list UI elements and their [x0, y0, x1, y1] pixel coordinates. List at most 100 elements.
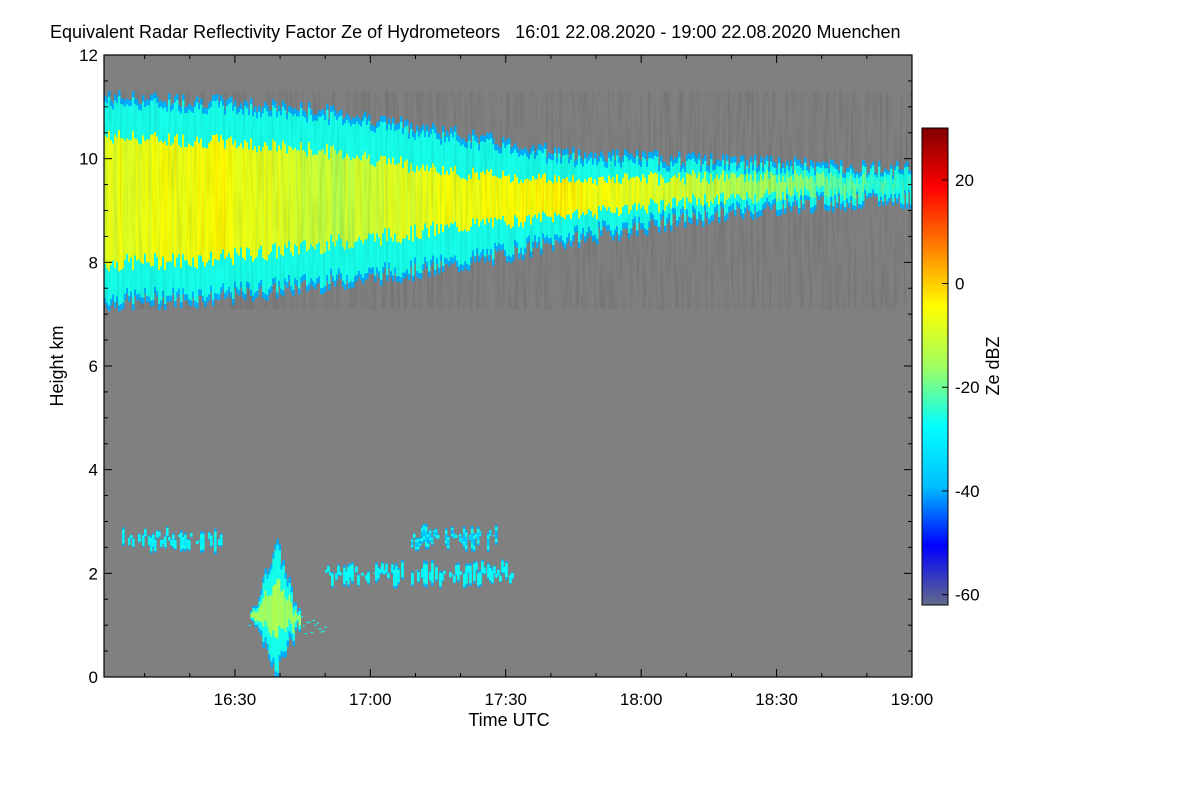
- reflectivity-cell: [268, 595, 271, 633]
- reflectivity-cell: [284, 598, 287, 632]
- reflectivity-cell: [208, 534, 211, 538]
- reflectivity-cell: [464, 536, 468, 546]
- reflectivity-cell: [214, 536, 217, 547]
- reflectivity-cell: [174, 542, 177, 547]
- reflectivity-cell: [492, 535, 496, 537]
- reflectivity-texture: [104, 91, 912, 309]
- reflectivity-cell: [487, 567, 490, 575]
- reflectivity-cell: [345, 573, 348, 579]
- reflectivity-cell: [411, 575, 414, 582]
- colorbar-tick-label: 0: [955, 275, 964, 294]
- reflectivity-cell: [499, 576, 502, 580]
- reflectivity-cell: [282, 589, 285, 629]
- reflectivity-cell: [491, 573, 494, 580]
- colorbar-tick-label: -40: [955, 482, 980, 501]
- reflectivity-cell: [300, 616, 303, 618]
- reflectivity-cell: [494, 530, 498, 539]
- reflectivity-cell: [316, 622, 319, 624]
- reflectivity-cell: [198, 540, 201, 542]
- reflectivity-cell: [488, 531, 492, 535]
- reflectivity-cell: [467, 566, 470, 571]
- reflectivity-cell: [162, 540, 165, 543]
- reflectivity-cell: [357, 577, 360, 583]
- reflectivity-cell: [481, 564, 484, 570]
- y-tick-label: 0: [89, 668, 98, 687]
- reflectivity-cell: [443, 570, 446, 574]
- reflectivity-cell: [130, 535, 133, 539]
- reflectivity-cell: [436, 534, 440, 539]
- reflectivity-cell: [375, 568, 378, 577]
- colorbar-label: Ze dBZ: [983, 336, 1003, 395]
- reflectivity-cell: [278, 579, 281, 627]
- reflectivity-cell: [426, 537, 430, 544]
- reflectivity-cell: [473, 567, 476, 577]
- reflectivity-cell: [327, 567, 330, 571]
- reflectivity-cell: [497, 571, 500, 575]
- reflectivity-cell: [312, 619, 315, 621]
- reflectivity-cell: [347, 571, 350, 581]
- reflectivity-cell: [465, 570, 468, 580]
- reflectivity-cell: [432, 532, 436, 535]
- reflectivity-cell: [132, 540, 135, 545]
- reflectivity-cell: [298, 615, 301, 626]
- reflectivity-cell: [509, 577, 512, 582]
- reflectivity-feature: [410, 523, 498, 552]
- reflectivity-cell: [248, 624, 251, 626]
- x-axis-label: Time UTC: [468, 710, 549, 730]
- reflectivity-cell: [292, 615, 295, 633]
- reflectivity-cell: [485, 571, 488, 573]
- reflectivity-cell: [361, 572, 364, 576]
- reflectivity-cell: [138, 536, 141, 541]
- reflectivity-cell: [140, 539, 143, 541]
- reflectivity-cell: [397, 572, 400, 580]
- reflectivity-cell: [296, 615, 299, 620]
- colorbar-axis: 20 0 -20 -40 -60: [942, 171, 980, 605]
- colorbar: [921, 127, 949, 606]
- reflectivity-cell: [393, 573, 396, 583]
- reflectivity-cell: [329, 572, 332, 576]
- reflectivity-cell: [367, 574, 370, 581]
- reflectivity-cell: [252, 610, 255, 618]
- reflectivity-cell: [324, 626, 327, 628]
- reflectivity-cell: [256, 611, 259, 621]
- reflectivity-cell: [423, 568, 426, 579]
- reflectivity-cell: [379, 570, 382, 573]
- reflectivity-cell: [424, 531, 428, 542]
- reflectivity-cell: [454, 535, 458, 538]
- y-tick-label: 10: [79, 150, 98, 169]
- reflectivity-cell: [435, 570, 438, 577]
- reflectivity-cell: [308, 621, 311, 623]
- reflectivity-cell: [486, 538, 490, 547]
- reflectivity-cell: [446, 539, 450, 546]
- reflectivity-cell: [272, 585, 275, 631]
- reflectivity-cell: [431, 567, 434, 579]
- reflectivity-cell: [474, 533, 478, 538]
- reflectivity-cell: [477, 576, 480, 583]
- reflectivity-cell: [260, 603, 263, 623]
- reflectivity-cell: [160, 541, 163, 545]
- y-axis: 0 2 4 6 8 10 12: [79, 46, 912, 687]
- reflectivity-cell: [377, 570, 380, 576]
- reflectivity-cell: [302, 625, 305, 627]
- reflectivity-cell: [250, 613, 253, 618]
- reflectivity-cell: [337, 567, 340, 573]
- reflectivity-cell: [479, 575, 482, 582]
- reflectivity-cell: [441, 575, 444, 579]
- reflectivity-cell: [373, 572, 376, 574]
- reflectivity-cell: [455, 567, 458, 573]
- reflectivity-cell: [320, 631, 323, 633]
- reflectivity-cell: [505, 566, 508, 575]
- reflectivity-cell: [349, 568, 352, 575]
- reflectivity-cell: [476, 532, 480, 541]
- colorbar-tick-label: -20: [955, 378, 980, 397]
- reflectivity-cell: [270, 594, 273, 637]
- chart-title: Equivalent Radar Reflectivity Factor Ze …: [50, 22, 901, 42]
- reflectivity-cell: [459, 571, 462, 575]
- reflectivity-cell: [489, 570, 492, 578]
- reflectivity-cell: [430, 539, 434, 543]
- reflectivity-feature: [325, 559, 514, 589]
- reflectivity-cell: [158, 532, 161, 536]
- reflectivity-cell: [472, 538, 476, 547]
- reflectivity-cell: [501, 563, 504, 570]
